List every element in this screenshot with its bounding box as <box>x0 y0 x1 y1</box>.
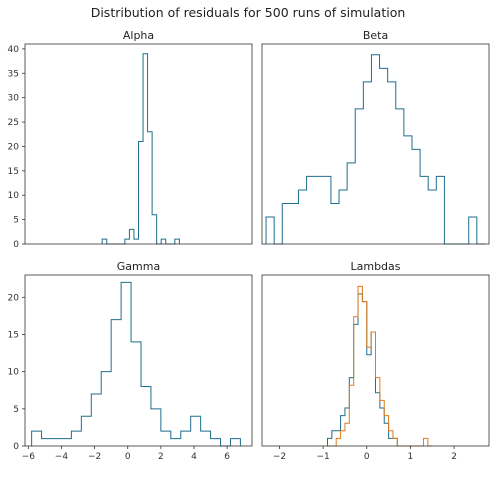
xtick-label-gamma: −4 <box>55 452 69 462</box>
ytick-label-alpha: 10 <box>8 191 20 201</box>
xtick-label-lambdas: 0 <box>364 452 370 462</box>
panel-alpha: Alpha 0 5 10 15 20 25 30 35 40 <box>8 29 253 250</box>
ytick-label-alpha: 15 <box>8 167 19 177</box>
ytick-label-alpha: 0 <box>13 240 19 250</box>
xtick-label-gamma: 2 <box>158 452 164 462</box>
panels: Alpha0510152025303540BetaGamma05101520−6… <box>8 29 490 462</box>
figure-title: Distribution of residuals for 500 runs o… <box>91 5 406 20</box>
panel-title-alpha: Alpha <box>123 29 154 42</box>
panel-beta: Beta <box>261 29 490 245</box>
ytick-label-alpha: 40 <box>8 45 20 55</box>
panel-title-gamma: Gamma <box>117 260 160 273</box>
ytick-label-gamma: 10 <box>8 368 20 378</box>
ytick-label-gamma: 0 <box>13 442 19 452</box>
ytick-label-gamma: 20 <box>8 293 20 303</box>
xtick-label-gamma: 0 <box>125 452 131 462</box>
ytick-label-alpha: 5 <box>13 216 19 226</box>
ytick-label-alpha: 35 <box>8 69 19 79</box>
panel-title-lambdas: Lambdas <box>350 260 400 273</box>
ytick-label-gamma: 5 <box>13 405 19 415</box>
hist-alpha-series-0 <box>101 53 180 245</box>
xtick-label-lambdas: −2 <box>273 452 286 462</box>
xtick-label-gamma: 4 <box>191 452 197 462</box>
ytick-label-alpha: 20 <box>8 142 20 152</box>
hist-lambdas-series-0 <box>326 293 402 447</box>
xtick-label-lambdas: −1 <box>316 452 329 462</box>
xtick-label-gamma: −6 <box>22 452 36 462</box>
hist-lambdas-series-1 <box>327 285 433 447</box>
panel-title-beta: Beta <box>363 29 388 42</box>
xtick-label-gamma: 6 <box>224 452 230 462</box>
ytick-label-alpha: 25 <box>8 118 19 128</box>
panel-lambdas: Lambdas −2 −1 0 1 2 <box>261 260 490 462</box>
ytick-label-gamma: 15 <box>8 330 19 340</box>
xtick-label-lambdas: 1 <box>408 452 414 462</box>
panel-gamma: Gamma 0 5 10 15 20 −6 −4 −2 0 2 4 6 <box>8 260 253 462</box>
axes-frame-gamma <box>24 274 253 447</box>
axes-frame-alpha <box>24 43 253 245</box>
ytick-label-alpha: 30 <box>8 94 20 104</box>
axes-frame-lambdas <box>261 274 490 447</box>
hist-beta-series-0 <box>265 54 485 245</box>
hist-gamma-series-0 <box>31 281 241 447</box>
xtick-label-gamma: −2 <box>88 452 101 462</box>
xtick-label-lambdas: 2 <box>451 452 457 462</box>
axes-frame-beta <box>261 43 490 245</box>
